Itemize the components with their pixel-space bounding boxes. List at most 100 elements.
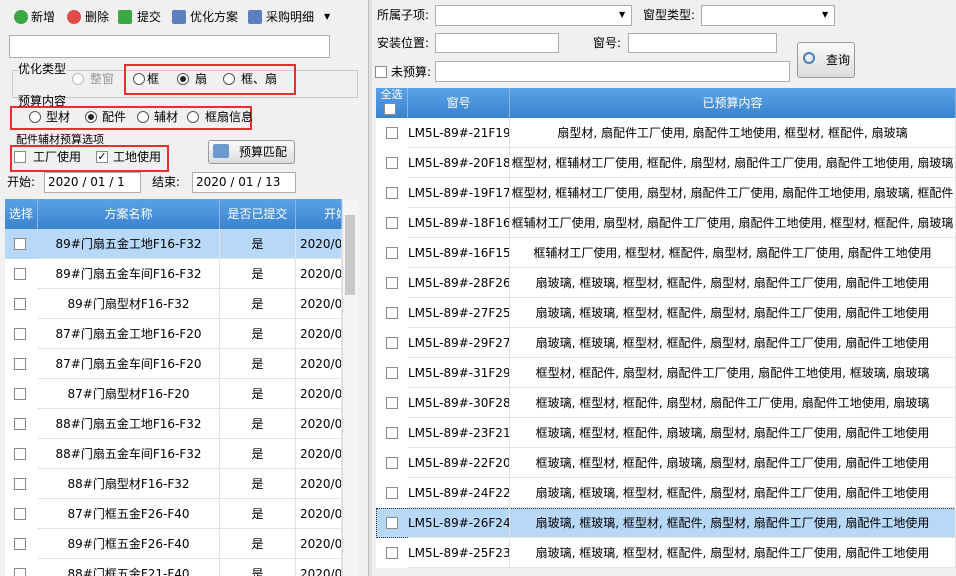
row-checkbox[interactable] [386,277,398,289]
table-row[interactable] [376,118,956,148]
row-checkbox[interactable] [386,487,398,499]
splitter[interactable] [368,0,372,576]
table-cell: LM5L-89#-20F18 [408,148,510,178]
date-picker[interactable] [192,172,296,193]
table-row[interactable] [5,229,342,259]
radio[interactable] [137,111,149,123]
row-checkbox[interactable] [386,247,398,259]
table-row[interactable] [376,208,956,238]
text-input[interactable] [435,61,790,82]
toolbar-button[interactable]: 优化方案 [190,10,239,24]
table-row[interactable] [376,538,956,568]
search-box[interactable] [9,35,330,58]
radio[interactable] [177,73,189,85]
radio[interactable] [187,111,199,123]
table-cell: 87#门扇型材F16-F20 [38,379,220,409]
table-row[interactable] [5,289,342,319]
table-row[interactable] [376,238,956,268]
table-row[interactable] [5,499,342,529]
radio[interactable] [72,73,84,85]
row-checkbox[interactable] [386,427,398,439]
radio[interactable] [29,111,41,123]
table-row[interactable] [5,559,342,576]
row-checkbox[interactable] [14,418,26,430]
highlight-box [10,106,252,130]
table-row[interactable] [376,418,956,448]
table-row[interactable] [376,268,956,298]
row-checkbox[interactable] [386,307,398,319]
table-cell: 扇玻璃, 框玻璃, 框型材, 框配件, 扇型材, 扇配件工厂使用, 扇配件工地使… [510,328,956,358]
row-checkbox[interactable] [14,268,26,280]
row-checkbox[interactable] [14,388,26,400]
row-checkbox[interactable] [386,547,398,559]
radio-label: 配件 [102,110,127,124]
table-row[interactable] [376,388,956,418]
table-cell: 是 [220,499,296,529]
table-row[interactable] [5,259,342,289]
checkbox[interactable] [14,151,26,163]
table-row[interactable] [5,349,342,379]
row-checkbox[interactable] [386,367,398,379]
checkbox[interactable]: ✓ [96,150,108,163]
toolbar-button[interactable]: 提交 [137,10,162,24]
table-cell: LM5L-89#-31F29 [408,358,510,388]
combo-box[interactable] [435,5,632,26]
combo-box[interactable] [701,5,835,26]
row-checkbox[interactable] [386,457,398,469]
row-checkbox[interactable] [14,538,26,550]
table-cell: 扇玻璃, 框玻璃, 框型材, 框配件, 扇型材, 扇配件工厂使用, 扇配件工地使… [510,508,956,538]
table-row[interactable] [376,328,956,358]
toolbar-icon [172,10,186,24]
table-row[interactable] [376,358,956,388]
table-row[interactable] [5,379,342,409]
row-checkbox[interactable] [14,478,26,490]
table-row[interactable] [5,529,342,559]
table-cell: 是 [220,469,296,499]
table-row[interactable] [376,508,956,538]
table-row[interactable] [376,178,956,208]
table-cell: LM5L-89#-21F19 [408,118,510,148]
row-checkbox[interactable] [14,358,26,370]
table-cell: LM5L-89#-26F24 [408,508,510,538]
date-picker[interactable] [44,172,141,193]
radio[interactable] [133,73,145,85]
toolbar-button[interactable]: 新增 [31,10,56,24]
table-row[interactable] [376,298,956,328]
row-checkbox[interactable] [386,187,398,199]
table-row[interactable] [376,448,956,478]
toolbar-button[interactable]: 采购明细 [266,10,315,24]
row-checkbox[interactable] [14,238,26,250]
radio[interactable] [85,111,97,123]
radio-dot [88,114,94,120]
row-checkbox[interactable] [14,568,26,576]
table-row[interactable] [5,319,342,349]
row-checkbox[interactable] [386,337,398,349]
table-cell: 89#门扇型材F16-F32 [38,289,220,319]
row-checkbox[interactable] [14,508,26,520]
row-checkbox[interactable] [386,127,398,139]
table-row[interactable] [376,148,956,178]
scroll-thumb[interactable] [345,215,355,295]
checkbox[interactable] [375,66,387,78]
row-checkbox[interactable] [386,157,398,169]
row-checkbox[interactable] [386,517,398,529]
radio[interactable] [223,73,235,85]
row-checkbox[interactable] [386,397,398,409]
table-cell: 是 [220,319,296,349]
toolbar-button[interactable]: 删除 [85,10,110,24]
table-cell: 框玻璃, 框型材, 框配件, 扇玻璃, 扇型材, 扇配件工厂使用, 扇配件工地使… [510,418,956,448]
table-row[interactable] [5,409,342,439]
table-cell: 扇玻璃, 框玻璃, 框型材, 框配件, 扇型材, 扇配件工厂使用, 扇配件工地使… [510,538,956,568]
table-row[interactable] [5,439,342,469]
table-row[interactable] [376,478,956,508]
row-checkbox[interactable] [14,298,26,310]
select-all-checkbox[interactable] [384,103,396,115]
row-checkbox[interactable] [14,448,26,460]
text-input[interactable] [628,33,777,53]
row-checkbox[interactable] [386,217,398,229]
row-checkbox[interactable] [14,328,26,340]
group-label: 优化类型 [18,61,67,77]
table-row[interactable] [5,469,342,499]
date-value: 2020 / 01 / 1 [48,175,125,189]
text-input[interactable] [435,33,559,53]
